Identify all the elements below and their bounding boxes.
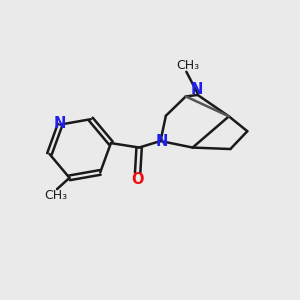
- Text: CH₃: CH₃: [176, 59, 200, 72]
- Text: O: O: [131, 172, 144, 187]
- Text: CH₃: CH₃: [44, 189, 67, 202]
- Text: N: N: [155, 134, 168, 149]
- Text: N: N: [54, 116, 66, 130]
- Text: N: N: [191, 82, 203, 97]
